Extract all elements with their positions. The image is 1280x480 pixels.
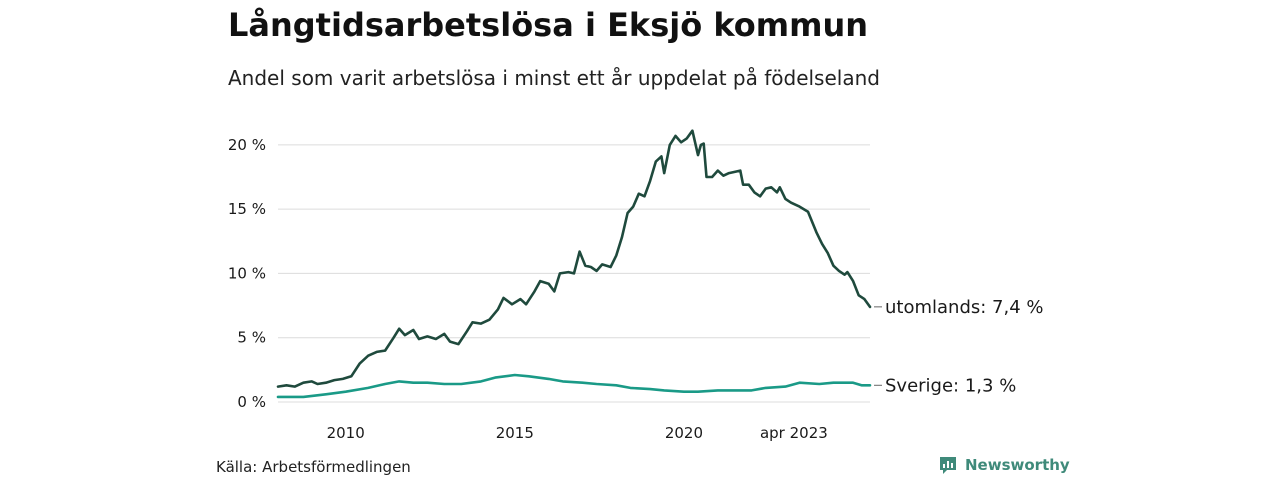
y-tick-label: 5 %	[237, 329, 266, 347]
x-tick-label: apr 2023	[760, 424, 828, 442]
x-tick-label: 2020	[665, 424, 703, 442]
x-axis-tick-labels: 2010 2015 2020 apr 2023	[327, 424, 828, 442]
series-end-label: utomlands: 7,4 %	[885, 297, 1044, 318]
line-chart: 0 %5 %10 %15 %20 % 2010 2015 2020 apr 2023 …	[228, 129, 1044, 442]
series-line-sverige	[276, 373, 872, 399]
brand-logo: Newsworthy	[938, 455, 1070, 475]
page-title: Långtidsarbetslösa i Eksjö kommun	[228, 6, 868, 44]
series-end-labels: utomlands: 7,4 % Sverige: 1,3 %	[874, 297, 1044, 396]
y-tick-label: 10 %	[228, 264, 266, 282]
source-note: Källa: Arbetsförmedlingen	[216, 458, 411, 476]
newsworthy-logo-icon	[940, 457, 956, 474]
y-axis-tick-labels: 0 % 5 % 10 % 15 % 20 %	[228, 136, 266, 411]
y-tick-label: 20 %	[228, 136, 266, 154]
x-tick-label: 2015	[496, 424, 534, 442]
series-line-utomlands	[276, 129, 872, 388]
series-lines	[276, 129, 872, 399]
page-subtitle: Andel som varit arbetslösa i minst ett å…	[228, 66, 880, 90]
brand-name: Newsworthy	[965, 456, 1070, 474]
y-tick-label: 0 %	[237, 393, 266, 411]
x-tick-label: 2010	[327, 424, 365, 442]
y-tick-label: 15 %	[228, 200, 266, 218]
series-end-label: Sverige: 1,3 %	[885, 375, 1016, 396]
